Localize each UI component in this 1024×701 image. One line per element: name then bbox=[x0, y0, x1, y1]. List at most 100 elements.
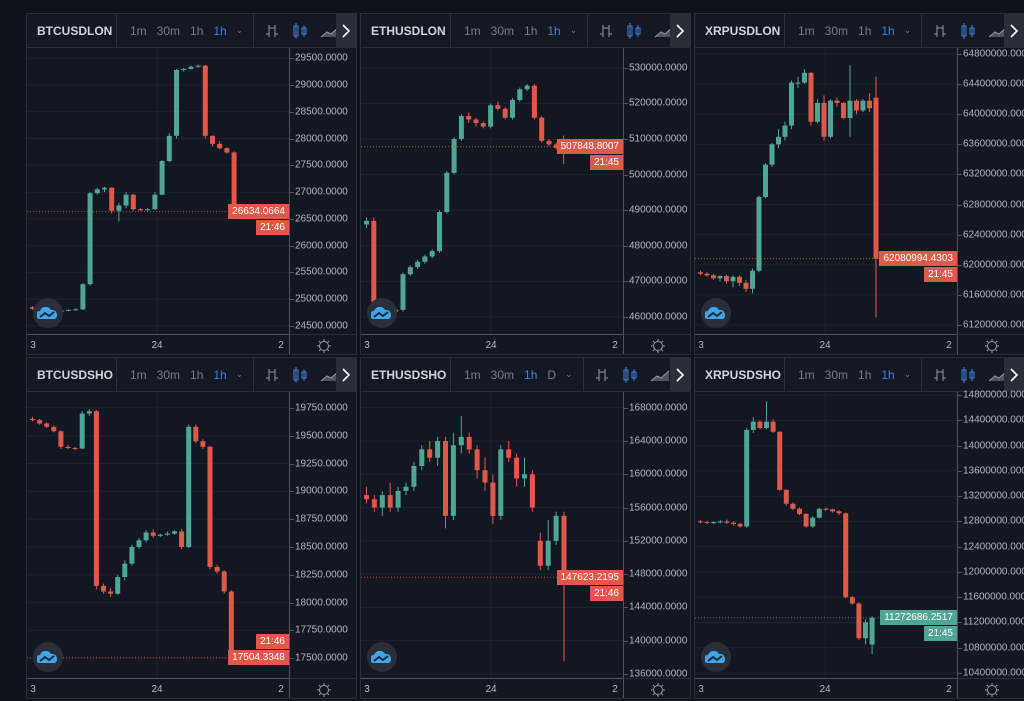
settings-button[interactable] bbox=[957, 678, 1024, 698]
tradingview-logo[interactable] bbox=[701, 298, 731, 328]
candlestick-chart[interactable] bbox=[361, 392, 623, 678]
chart-toolbar: BTCUSDSHO 1m 30m 1h 1h ⌄ bbox=[27, 358, 356, 392]
expand-arrow-button[interactable] bbox=[1004, 358, 1024, 392]
price-axis[interactable]: 19750.0000 19500.0000 19250.0000 19000.0000… bbox=[289, 392, 356, 678]
candlestick-chart[interactable] bbox=[361, 48, 623, 334]
area-icon[interactable] bbox=[988, 368, 1008, 382]
candles-icon[interactable] bbox=[622, 366, 638, 384]
symbol-button[interactable]: ETHUSDSHO bbox=[361, 358, 451, 391]
expand-arrow-button[interactable] bbox=[670, 14, 690, 48]
area-icon[interactable] bbox=[654, 24, 674, 38]
interval-button[interactable]: 1h bbox=[858, 367, 872, 382]
bars-icon[interactable] bbox=[932, 367, 948, 383]
interval-button[interactable]: 30m bbox=[490, 367, 515, 382]
price-axis[interactable]: 168000.0000 164000.0000 160000.0000 156000.… bbox=[623, 392, 690, 679]
interval-button[interactable]: 1m bbox=[464, 23, 481, 38]
candlestick-chart[interactable] bbox=[27, 392, 289, 678]
symbol-button[interactable]: ETHUSDLON bbox=[361, 14, 451, 47]
tradingview-logo[interactable] bbox=[367, 642, 397, 672]
settings-button[interactable] bbox=[623, 678, 690, 698]
expand-arrow-button[interactable] bbox=[1004, 14, 1024, 48]
interval-button[interactable]: 30m bbox=[156, 367, 181, 382]
chevron-down-icon[interactable]: ⌄ bbox=[903, 369, 912, 379]
interval-button[interactable]: 1h bbox=[881, 367, 895, 382]
chevron-down-icon[interactable]: ⌄ bbox=[235, 369, 244, 379]
bars-icon[interactable] bbox=[264, 367, 280, 383]
expand-arrow-button[interactable] bbox=[336, 14, 356, 48]
candles-icon[interactable] bbox=[626, 22, 642, 40]
area-icon[interactable] bbox=[320, 24, 340, 38]
time-axis[interactable]: 3 24 2 bbox=[695, 678, 957, 698]
interval-button[interactable]: 1m bbox=[464, 367, 481, 382]
interval-button[interactable]: 1m bbox=[798, 23, 815, 38]
countdown-tag: 21:46 bbox=[255, 220, 289, 236]
symbol-button[interactable]: XRPUSDSHO bbox=[695, 358, 785, 391]
settings-button[interactable] bbox=[957, 334, 1024, 354]
candles-icon[interactable] bbox=[960, 366, 976, 384]
chevron-down-icon[interactable]: ⌄ bbox=[565, 369, 573, 379]
candlestick-chart[interactable] bbox=[695, 392, 957, 678]
interval-group: 1m 30m 1h 1h ⌄ bbox=[117, 358, 255, 391]
time-axis[interactable]: 3 24 2 bbox=[361, 678, 623, 698]
chart-plot-area[interactable]: 26634.0664 21:46 bbox=[27, 48, 289, 334]
settings-button[interactable] bbox=[289, 334, 356, 354]
price-axis[interactable]: 64800000.0000 64400000.0000 64000000.0000 6… bbox=[957, 48, 1024, 334]
price-axis[interactable]: 530000.0000 520000.0000 510000.0000 500000.… bbox=[623, 48, 690, 334]
interval-button[interactable]: 1h bbox=[213, 367, 227, 382]
candles-icon[interactable] bbox=[292, 22, 308, 40]
settings-button[interactable] bbox=[289, 678, 356, 698]
area-icon[interactable] bbox=[320, 368, 340, 382]
chart-plot-area[interactable]: 507848.8007 21:45 bbox=[361, 48, 623, 334]
candles-icon[interactable] bbox=[292, 366, 308, 384]
interval-button[interactable]: 1h bbox=[213, 23, 227, 38]
gear-icon bbox=[316, 338, 331, 353]
chart-plot-area[interactable]: 11272686.2517 21:45 bbox=[695, 392, 957, 678]
chevron-down-icon[interactable]: ⌄ bbox=[235, 25, 244, 35]
candlestick-chart[interactable] bbox=[27, 48, 289, 334]
interval-button[interactable]: 1h bbox=[524, 23, 538, 38]
chevron-down-icon[interactable]: ⌄ bbox=[903, 25, 912, 35]
interval-button[interactable]: 1h bbox=[547, 23, 561, 38]
chart-plot-area[interactable]: 147623.2195 21:46 bbox=[361, 392, 623, 678]
symbol-button[interactable]: BTCUSDSHO bbox=[27, 358, 117, 391]
time-axis[interactable]: 3 24 2 bbox=[361, 334, 623, 354]
candlestick-chart[interactable] bbox=[695, 48, 957, 334]
bars-icon[interactable] bbox=[264, 23, 280, 39]
area-icon[interactable] bbox=[650, 368, 670, 382]
interval-button[interactable]: 1m bbox=[130, 23, 147, 38]
interval-button[interactable]: 1m bbox=[130, 367, 147, 382]
area-icon[interactable] bbox=[988, 24, 1008, 38]
bars-icon[interactable] bbox=[932, 23, 948, 39]
bars-icon[interactable] bbox=[594, 367, 610, 383]
expand-arrow-button[interactable] bbox=[336, 358, 356, 392]
interval-button[interactable]: 30m bbox=[824, 367, 849, 382]
tradingview-logo[interactable] bbox=[33, 642, 63, 672]
interval-button[interactable]: D bbox=[547, 367, 557, 382]
interval-button[interactable]: 30m bbox=[824, 23, 849, 38]
expand-arrow-button[interactable] bbox=[670, 358, 690, 392]
symbol-button[interactable]: BTCUSDLON bbox=[27, 14, 117, 47]
interval-button[interactable]: 1m bbox=[798, 367, 815, 382]
price-axis[interactable]: 14800000.0000 14400000.0000 14000000.0000 1… bbox=[957, 390, 1024, 678]
interval-button[interactable]: 1h bbox=[524, 367, 538, 382]
price-axis[interactable]: 29500.0000 29000.0000 28500.0000 28000.0000… bbox=[289, 48, 356, 334]
chevron-down-icon[interactable]: ⌄ bbox=[569, 25, 578, 35]
time-axis[interactable]: 3 24 2 bbox=[27, 334, 289, 354]
candles-icon[interactable] bbox=[960, 22, 976, 40]
chart-plot-area[interactable]: 62080994.4303 21:45 bbox=[695, 48, 957, 334]
tradingview-logo[interactable] bbox=[701, 642, 731, 672]
interval-button[interactable]: 1h bbox=[190, 367, 204, 382]
interval-button[interactable]: 1h bbox=[858, 23, 872, 38]
symbol-button[interactable]: XRPUSDLON bbox=[695, 14, 785, 47]
interval-button[interactable]: 30m bbox=[156, 23, 181, 38]
time-axis[interactable]: 3 24 2 bbox=[695, 334, 957, 354]
interval-button[interactable]: 1h bbox=[881, 23, 895, 38]
settings-button[interactable] bbox=[623, 334, 690, 354]
time-axis[interactable]: 3 24 2 bbox=[27, 678, 289, 698]
bars-icon[interactable] bbox=[598, 23, 614, 39]
tradingview-logo[interactable] bbox=[367, 298, 397, 328]
interval-button[interactable]: 30m bbox=[490, 23, 515, 38]
chart-plot-area[interactable]: 17504.3348 21:46 bbox=[27, 392, 289, 678]
interval-button[interactable]: 1h bbox=[190, 23, 204, 38]
tradingview-logo[interactable] bbox=[33, 298, 63, 328]
